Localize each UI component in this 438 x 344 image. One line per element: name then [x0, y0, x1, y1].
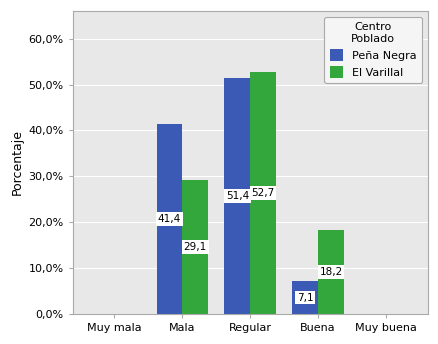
Text: 52,7: 52,7 [251, 188, 274, 198]
Legend: Peña Negra, El Varillal: Peña Negra, El Varillal [324, 17, 421, 83]
Text: 7,1: 7,1 [296, 293, 313, 303]
Bar [292, 281, 318, 314]
Bar [182, 180, 208, 314]
Text: 41,4: 41,4 [158, 214, 181, 224]
Text: 29,1: 29,1 [183, 242, 206, 252]
Text: 18,2: 18,2 [318, 267, 342, 277]
Bar [224, 78, 250, 314]
Bar [318, 230, 343, 314]
Y-axis label: Porcentaje: Porcentaje [11, 129, 24, 195]
Bar [250, 72, 276, 314]
Text: 51,4: 51,4 [225, 191, 248, 201]
Bar [156, 124, 182, 314]
